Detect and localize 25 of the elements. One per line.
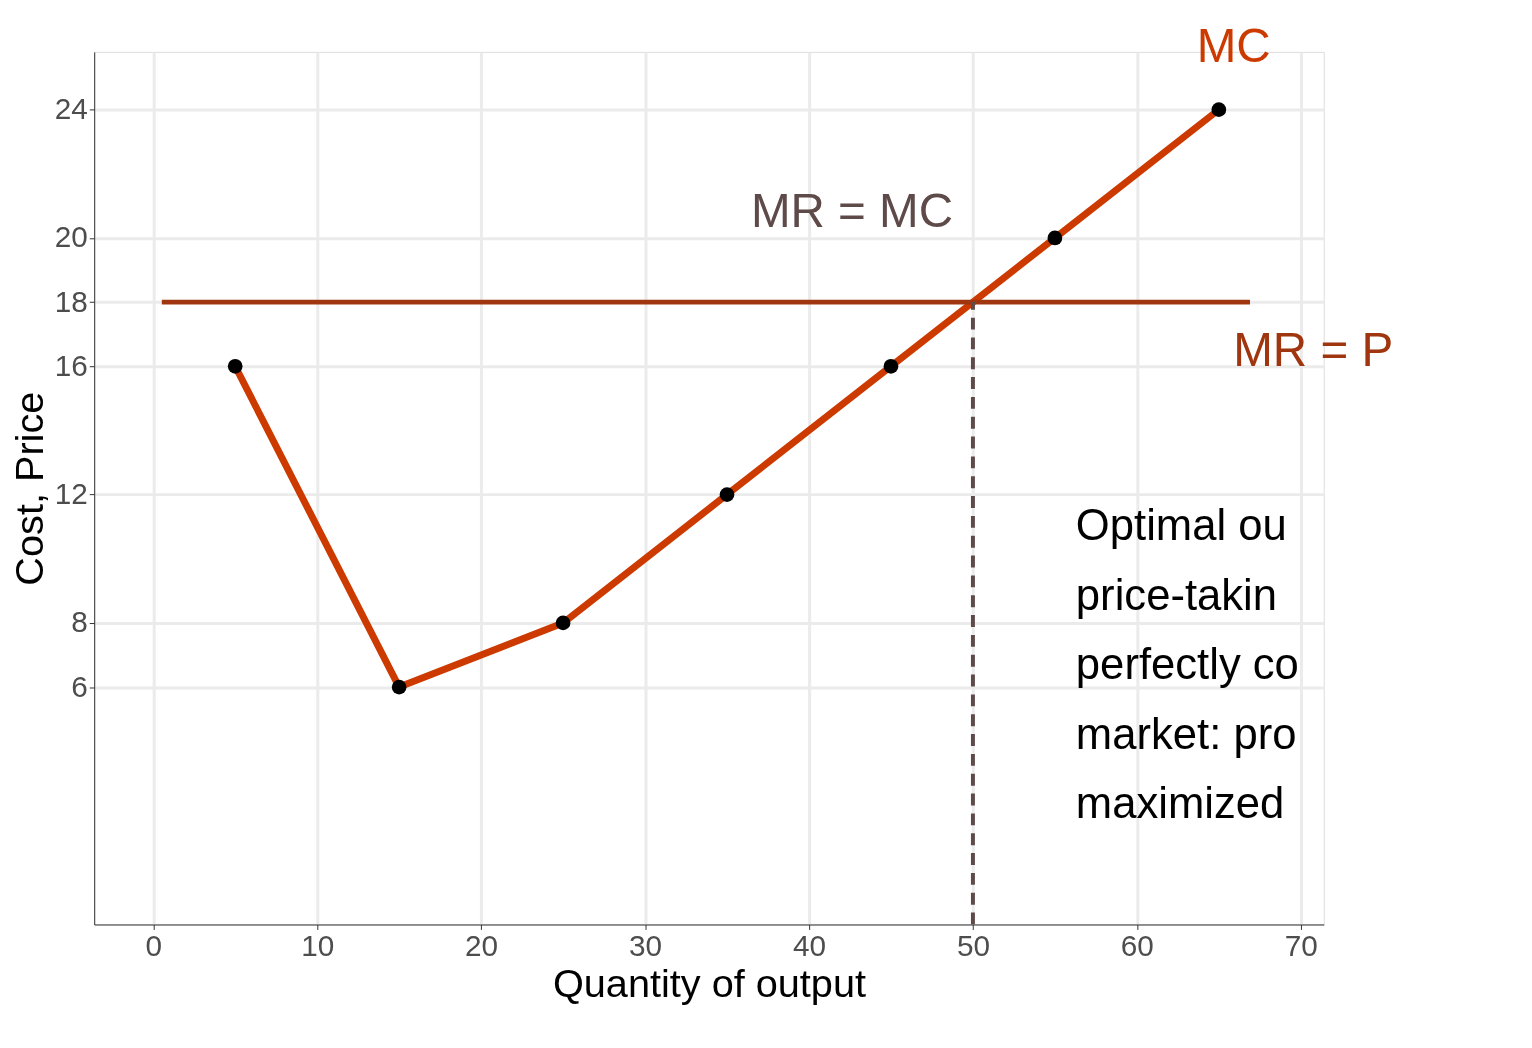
ref-line-label: MR = MC: [750, 183, 954, 237]
y-tick-label: 12: [54, 477, 88, 511]
annotation: Optimal ou: [1075, 501, 1287, 550]
x-tick-label: 50: [956, 928, 990, 962]
x-tick-label: 20: [465, 928, 499, 962]
x-tick-label: 70: [1284, 928, 1318, 962]
x-axis-title: Quantity of output: [552, 961, 867, 1006]
y-tick-label: 18: [54, 284, 88, 318]
annotation: perfectly co: [1075, 640, 1299, 689]
y-tick-label: 16: [54, 348, 88, 382]
annotation: maximized: [1075, 778, 1285, 827]
y-tick-label: 6: [71, 669, 88, 703]
ref-line-label: MR = P: [1233, 322, 1394, 376]
y-tick-label: 20: [54, 220, 88, 254]
x-tick-label: 60: [1120, 928, 1154, 962]
y-tick-label: 24: [54, 92, 88, 126]
x-tick-label: 0: [145, 928, 162, 962]
y-tick-label: 8: [71, 605, 88, 639]
series-label: MC: [1196, 19, 1271, 73]
x-tick-label: 30: [629, 928, 663, 962]
y-axis-title: Cost, Price: [6, 391, 51, 586]
annotation: market: pro: [1075, 709, 1297, 758]
x-tick-label: 40: [792, 928, 827, 962]
x-tick-label: 10: [301, 928, 335, 962]
annotation: price-takin: [1075, 570, 1278, 619]
